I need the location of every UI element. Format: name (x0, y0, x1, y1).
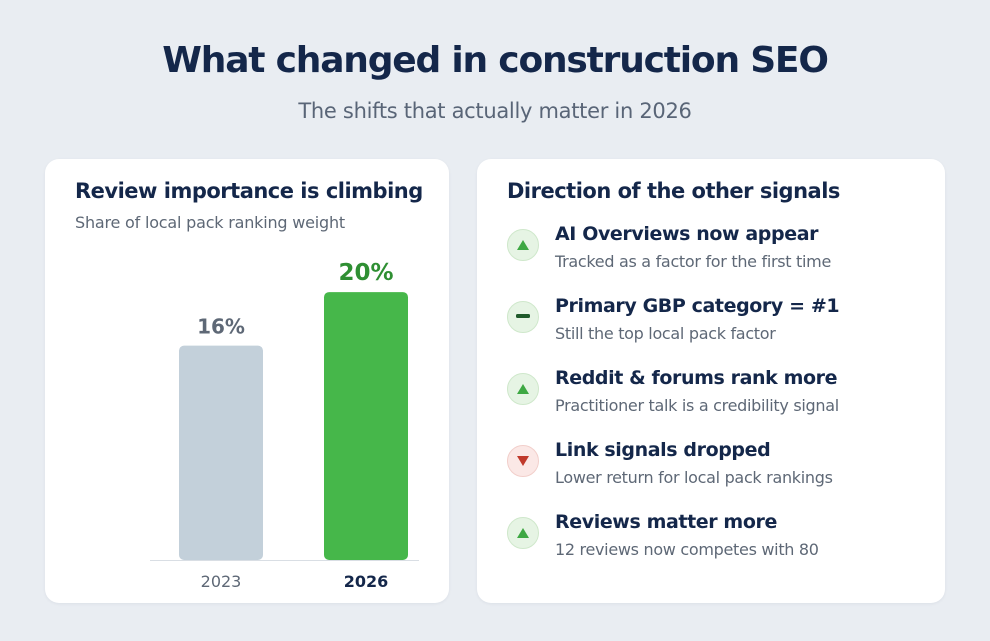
triangle-up-icon (507, 517, 539, 549)
bar-2026 (324, 292, 408, 560)
dash-icon (507, 301, 539, 333)
signals-card: Direction of the other signals AI Overvi… (477, 159, 945, 603)
bar-chart: 16% 2023 20% 2026 (150, 260, 419, 591)
signal-description: Lower return for local pack rankings (555, 468, 833, 487)
signal-item: Primary GBP category = #1 Still the top l… (507, 295, 927, 355)
signal-item: AI Overviews now appear Tracked as a fact… (507, 223, 927, 283)
signal-description: 12 reviews now competes with 80 (555, 540, 819, 559)
page-title: What changed in construction SEO (162, 40, 829, 81)
x-tick-label: 2026 (344, 572, 389, 591)
bar-value-label: 20% (338, 260, 393, 286)
triangle-up-icon (507, 229, 539, 261)
signal-heading: AI Overviews now appear (555, 223, 819, 245)
triangle-up-icon (507, 373, 539, 405)
card-title: Direction of the other signals (507, 179, 840, 203)
card-title: Review importance is climbing (75, 179, 423, 203)
signal-item: Link signals dropped Lower return for loc… (507, 439, 927, 499)
review-importance-card: Review importance is climbing Share of l… (45, 159, 449, 603)
signal-heading: Link signals dropped (555, 439, 771, 461)
signal-description: Still the top local pack factor (555, 324, 776, 343)
signal-description: Practitioner talk is a credibility signa… (555, 396, 839, 415)
signal-heading: Reddit & forums rank more (555, 367, 838, 389)
bar-2023 (179, 345, 263, 560)
bar-value-label: 16% (197, 315, 245, 339)
signal-item: Reviews matter more 12 reviews now compet… (507, 511, 927, 571)
card-subtitle: Share of local pack ranking weight (75, 213, 346, 232)
signal-item: Reddit & forums rank more Practitioner ta… (507, 367, 927, 427)
page-subtitle: The shifts that actually matter in 2026 (298, 99, 692, 123)
triangle-down-icon (507, 445, 539, 477)
x-tick-label: 2023 (201, 572, 242, 591)
signal-heading: Primary GBP category = #1 (555, 295, 840, 317)
signal-heading: Reviews matter more (555, 511, 777, 533)
signal-description: Tracked as a factor for the first time (555, 252, 831, 271)
